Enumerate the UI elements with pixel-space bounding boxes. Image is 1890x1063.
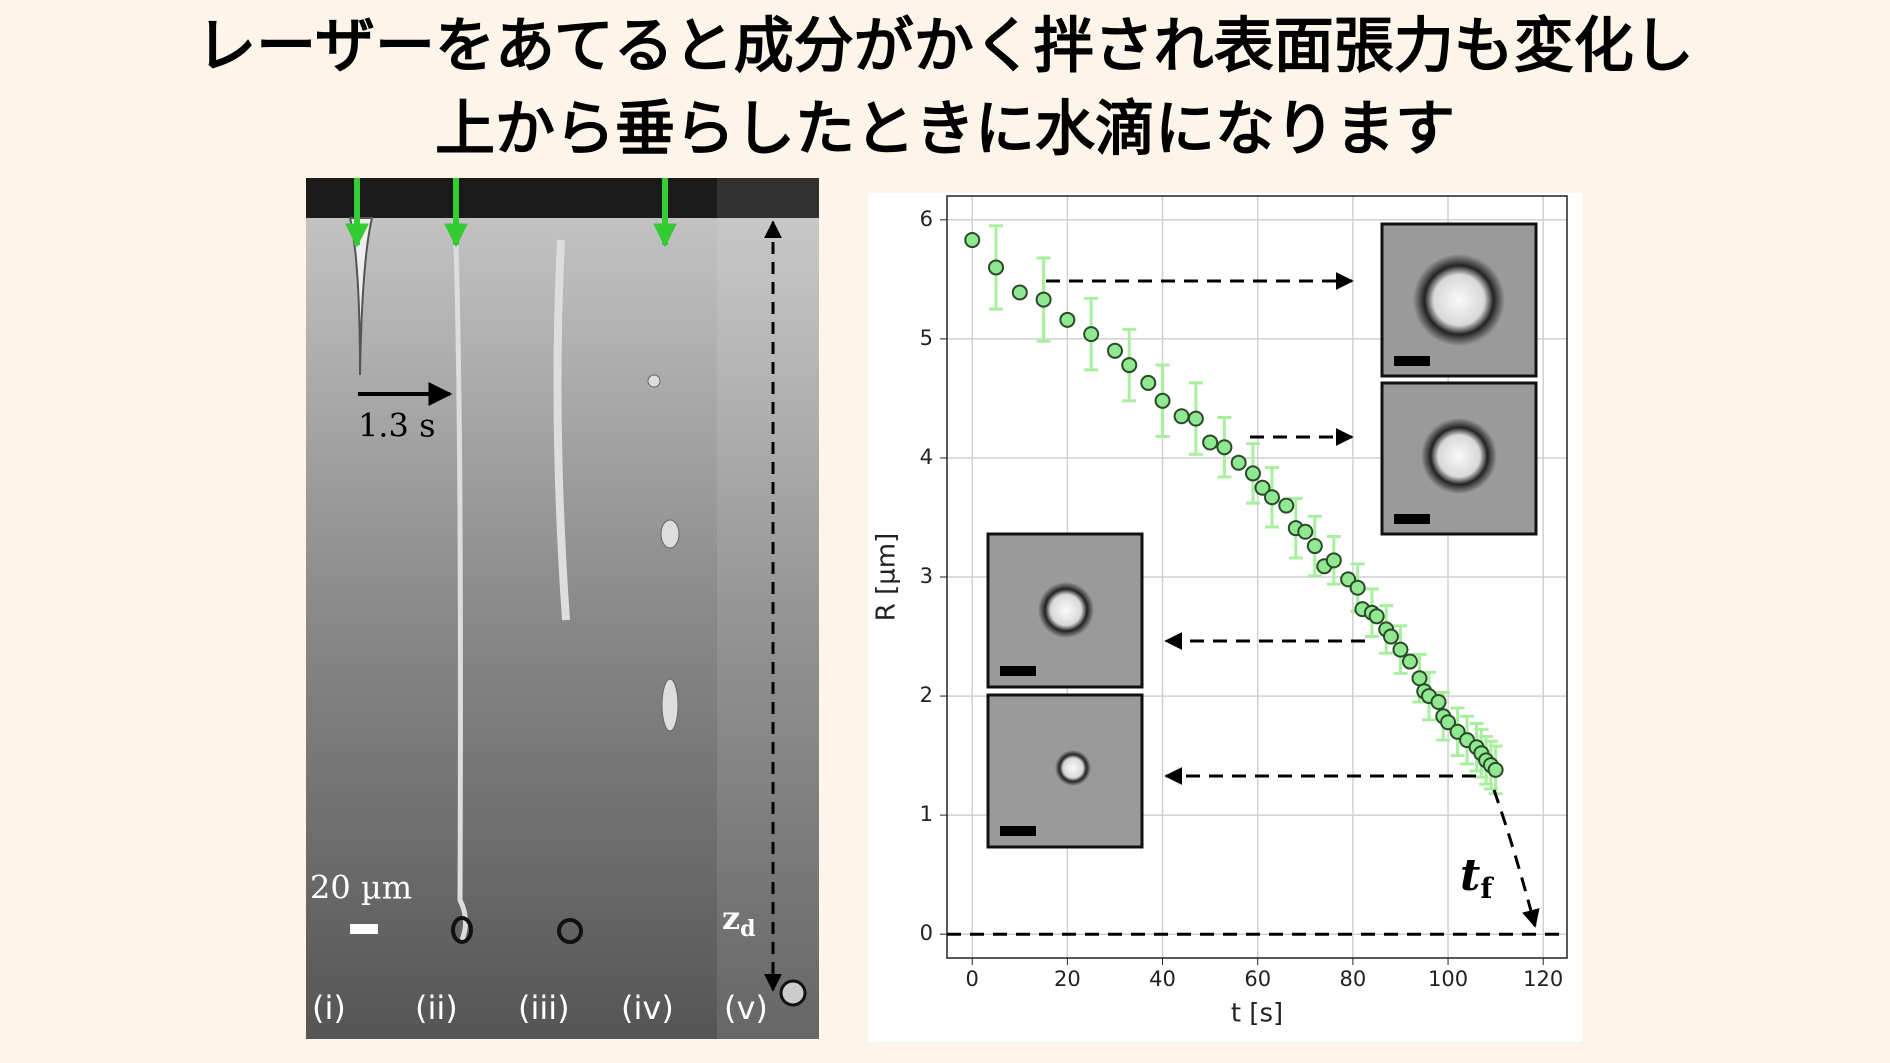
z-label: zd — [722, 899, 756, 943]
point — [1368, 608, 1385, 625]
point — [1254, 479, 1271, 496]
point — [1202, 434, 1219, 451]
jet — [452, 217, 468, 941]
point — [1011, 284, 1028, 301]
title-line: レーザーをあてると成分がかく拌され表面張力も変化し — [196, 12, 1694, 82]
droplet — [451, 916, 473, 944]
droplet — [661, 678, 679, 732]
point — [1035, 291, 1052, 308]
photo-panel: 1.3 s zd 20 µm (i) (ii) (iii) (iv) (v) — [306, 178, 819, 1039]
point — [1154, 392, 1171, 409]
droplet — [557, 918, 583, 944]
photo-top — [306, 178, 819, 218]
point — [1106, 342, 1123, 359]
y-tick-label: 0 — [920, 921, 933, 945]
y-tick-label: 4 — [920, 445, 933, 469]
tf-sub: f — [1480, 872, 1494, 905]
inset — [986, 532, 1144, 689]
droplet — [647, 374, 661, 388]
point — [1297, 523, 1314, 540]
point — [1430, 694, 1447, 711]
z-sub: d — [740, 916, 755, 942]
time-label: 1.3 s — [358, 407, 435, 445]
x-axis-label: t [s] — [1231, 999, 1283, 1029]
droplet — [660, 519, 680, 549]
point — [1349, 579, 1366, 596]
x-tick-label: 100 — [1428, 967, 1468, 991]
panel-label: (ii) — [415, 989, 458, 1027]
jet — [553, 239, 570, 621]
point — [1083, 326, 1100, 343]
point — [964, 232, 981, 249]
tf-label: tf — [1460, 850, 1494, 905]
inset-arrows — [1046, 272, 1540, 928]
panel-label: (i) — [312, 989, 346, 1027]
inset — [1380, 222, 1538, 378]
point — [1411, 670, 1428, 687]
point — [1140, 374, 1157, 391]
point — [1440, 714, 1457, 731]
panel-label: (iii) — [518, 989, 570, 1027]
y-tick-label: 2 — [920, 683, 933, 707]
point — [988, 259, 1005, 276]
x-tick-label: 0 — [966, 967, 979, 991]
point — [1306, 538, 1323, 555]
point — [1244, 465, 1261, 482]
point — [1382, 628, 1399, 645]
point — [1278, 497, 1295, 514]
laser-arrows — [345, 178, 677, 248]
plot-frame — [946, 195, 1568, 959]
y-tick-label: 1 — [920, 802, 933, 826]
point — [1059, 311, 1076, 328]
panel-label: (iv) — [621, 989, 674, 1027]
point — [1230, 454, 1247, 471]
scale-bar — [350, 924, 378, 934]
droplet — [779, 979, 807, 1007]
inset — [986, 693, 1144, 849]
insets: tf — [986, 222, 1540, 928]
y-tick-label: 6 — [920, 207, 933, 231]
z-main: z — [722, 899, 740, 937]
point — [1401, 653, 1418, 670]
panel-label: (v) — [724, 989, 768, 1027]
inset — [1380, 381, 1538, 536]
point — [1173, 408, 1190, 425]
y-tick-label: 3 — [920, 564, 933, 588]
point — [1263, 489, 1280, 506]
tf-main: t — [1460, 850, 1480, 901]
y-tick-label: 5 — [920, 326, 933, 350]
point — [1216, 439, 1233, 456]
x-tick-label: 60 — [1244, 967, 1271, 991]
title-line: 上から垂らしたときに水滴になります — [435, 95, 1455, 165]
point — [1487, 761, 1504, 778]
point — [1187, 410, 1204, 427]
scale-label: 20 µm — [310, 869, 412, 907]
y-axis-label: R [µm] — [872, 533, 902, 622]
x-tick-label: 20 — [1054, 967, 1081, 991]
point — [1325, 552, 1342, 569]
point — [1121, 357, 1138, 374]
x-tick-label: 120 — [1523, 967, 1563, 991]
point — [1392, 641, 1409, 658]
x-tick-label: 80 — [1340, 967, 1367, 991]
x-tick-label: 40 — [1149, 967, 1176, 991]
